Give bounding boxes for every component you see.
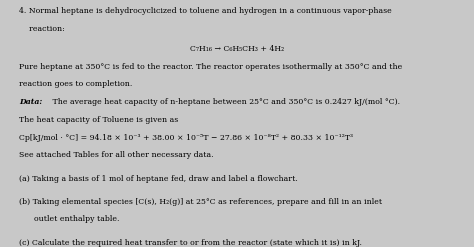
Text: C₇H₁₆ → C₆H₅CH₃ + 4H₂: C₇H₁₆ → C₆H₅CH₃ + 4H₂ [190,45,284,53]
Text: (c) Calculate the required heat transfer to or from the reactor (state which it : (c) Calculate the required heat transfer… [19,239,362,247]
Text: The average heat capacity of n-heptane between 25°C and 350°C is 0.2427 kJ/(mol : The average heat capacity of n-heptane b… [50,98,400,106]
Text: The heat capacity of Toluene is given as: The heat capacity of Toluene is given as [19,116,178,124]
Text: 4. Normal heptane is dehydrocyclicized to toluene and hydrogen in a continuous v: 4. Normal heptane is dehydrocyclicized t… [19,7,392,15]
Text: reaction:: reaction: [19,25,65,33]
Text: reaction goes to completion.: reaction goes to completion. [19,80,132,88]
Text: Cp[kJ/mol · °C] = 94.18 × 10⁻³ + 38.00 × 10⁻⁵T − 27.86 × 10⁻⁸T² + 80.33 × 10⁻¹²T: Cp[kJ/mol · °C] = 94.18 × 10⁻³ + 38.00 ×… [19,134,353,142]
Text: (b) Taking elemental species [C(s), H₂(g)] at 25°C as references, prepare and fi: (b) Taking elemental species [C(s), H₂(g… [19,198,382,206]
Text: outlet enthalpy table.: outlet enthalpy table. [19,215,119,224]
Text: Pure heptane at 350°C is fed to the reactor. The reactor operates isothermally a: Pure heptane at 350°C is fed to the reac… [19,62,402,71]
Text: Data:: Data: [19,98,42,106]
Text: (a) Taking a basis of 1 mol of heptane fed, draw and label a flowchart.: (a) Taking a basis of 1 mol of heptane f… [19,175,298,183]
Text: Data: The average heat capacity of n-heptane between 25°C and 350°C is 0.2427 kJ: Data: The average heat capacity of n-hep… [19,98,390,106]
Text: See attached Tables for all other necessary data.: See attached Tables for all other necess… [19,151,214,160]
